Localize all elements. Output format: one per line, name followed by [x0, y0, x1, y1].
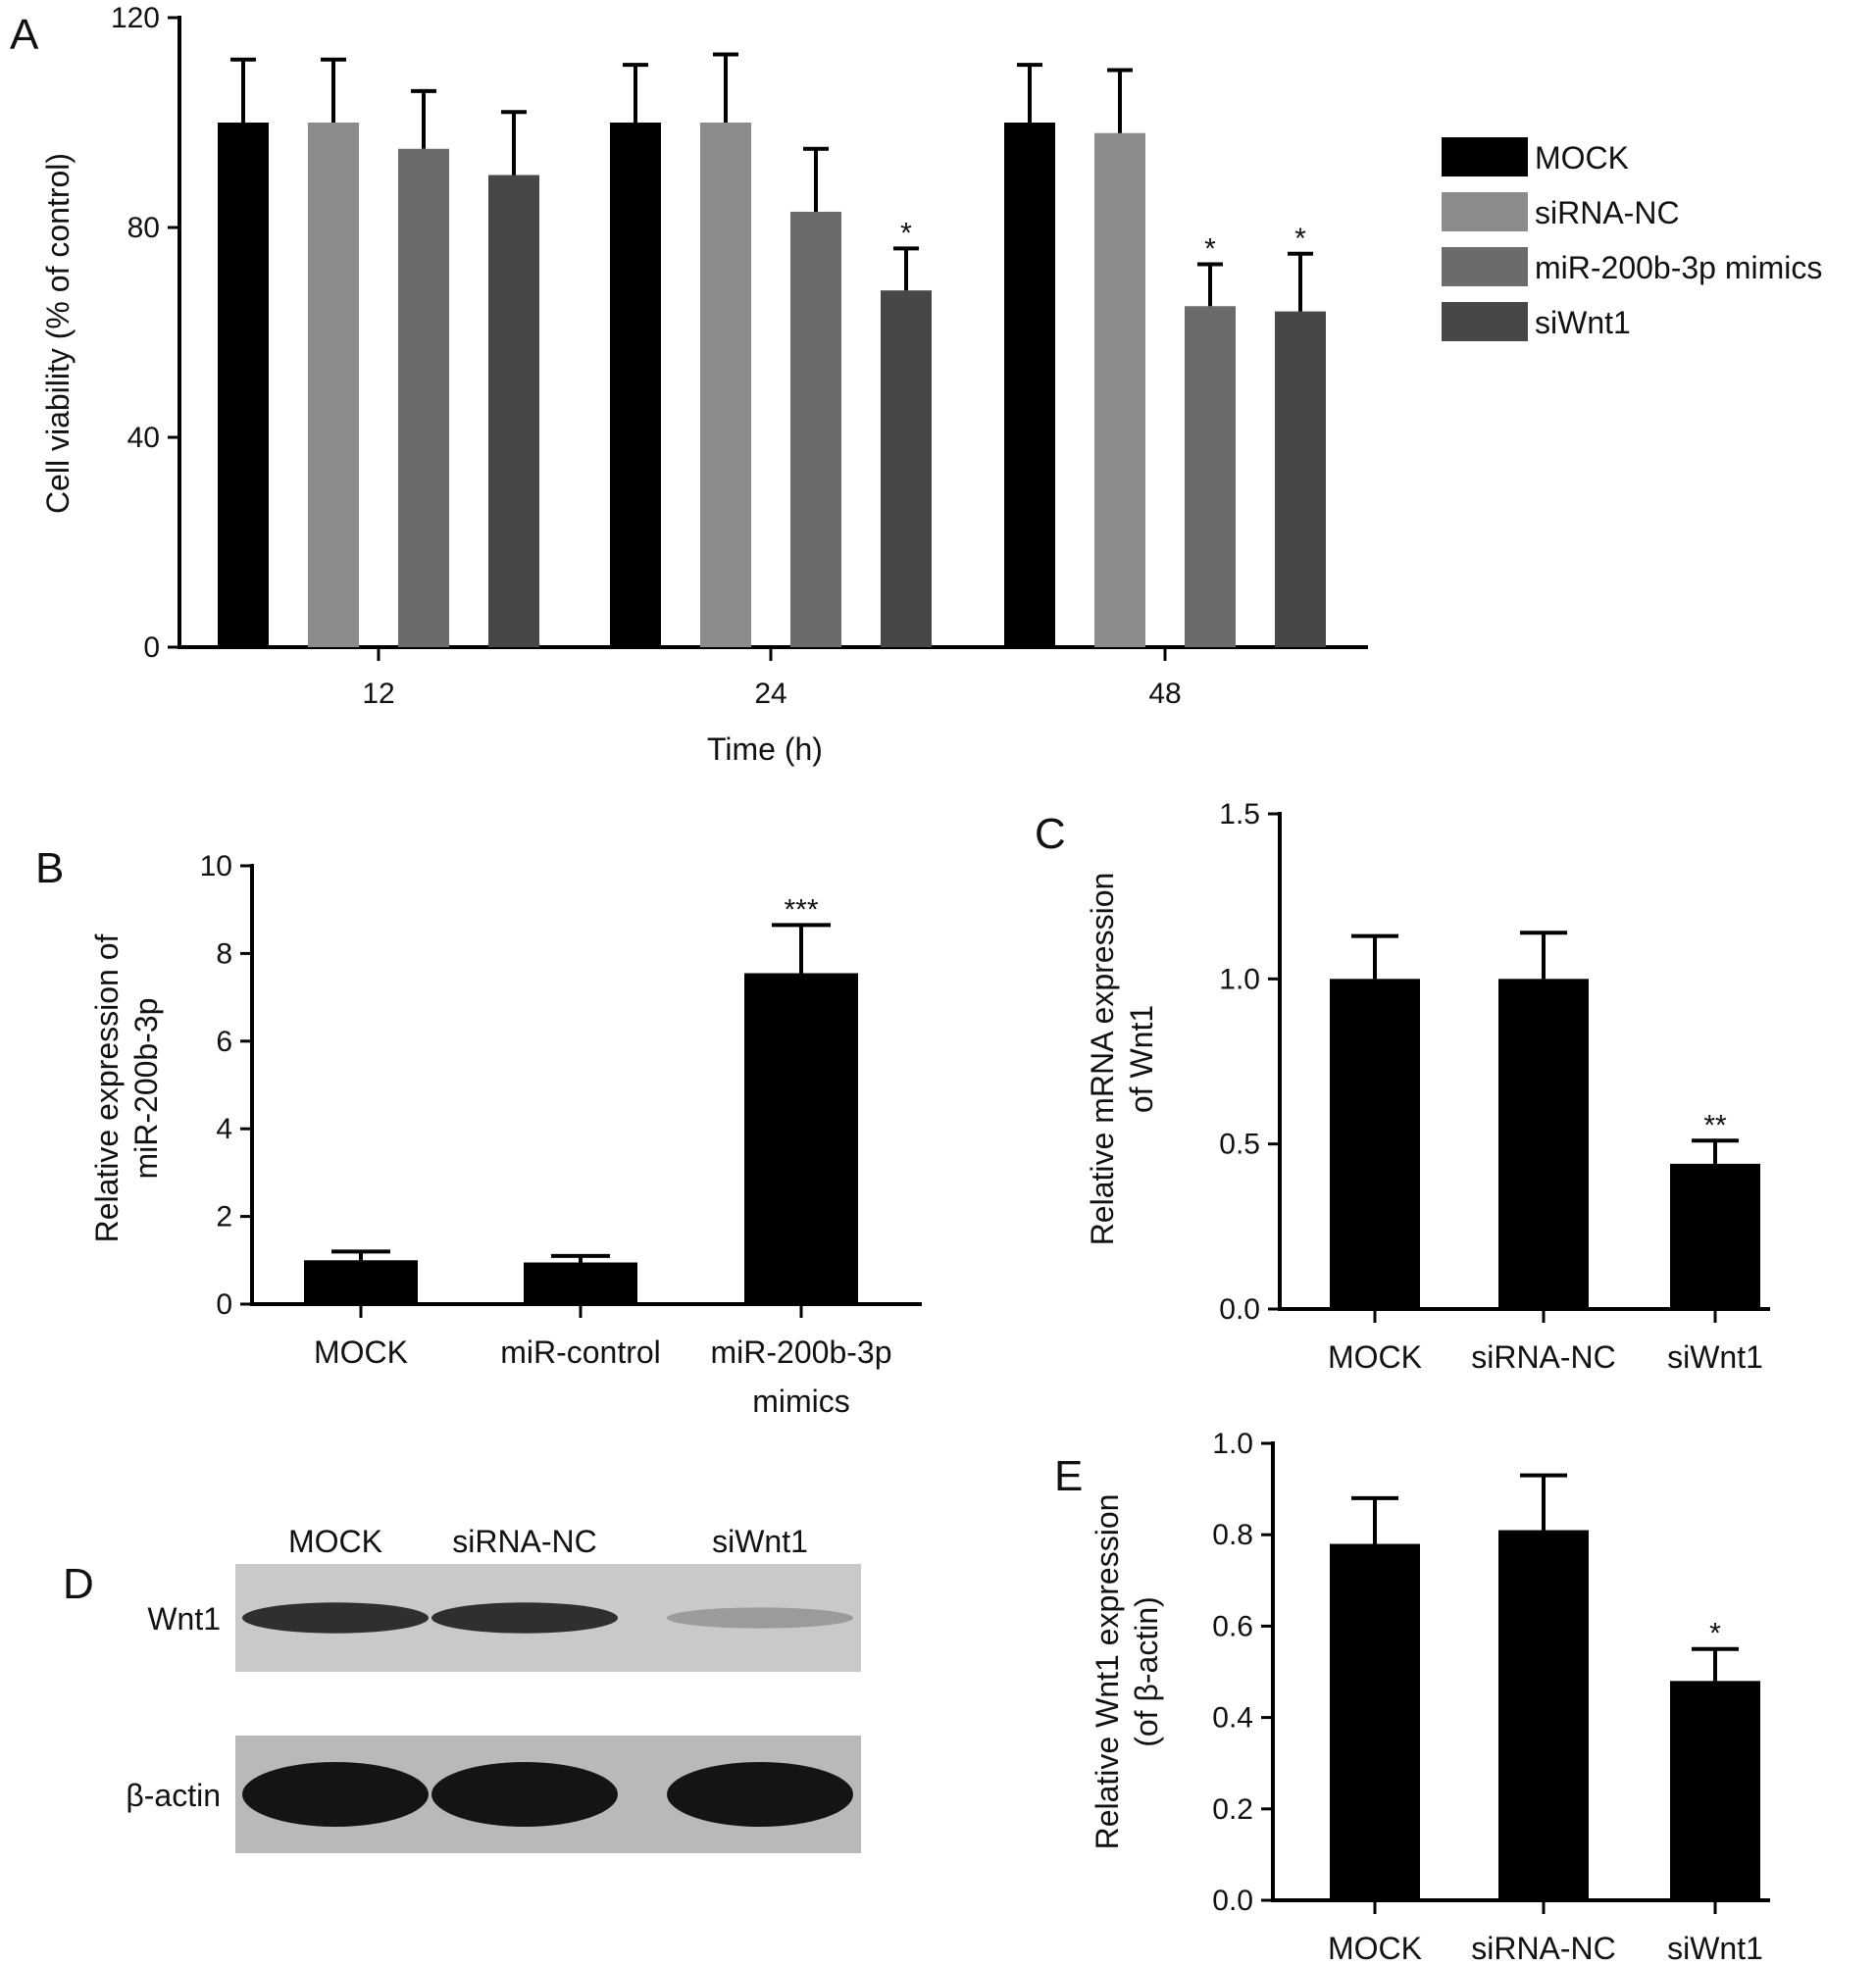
blot-band	[242, 1762, 429, 1827]
c-bar	[1330, 979, 1420, 1309]
c-y-axis-label: Relative mRNA expression	[1085, 873, 1120, 1246]
e-y-tick-label: 0.0	[1212, 1885, 1253, 1917]
a-legend-label: siRNA-NC	[1535, 195, 1680, 230]
a-x-tick-label: 24	[754, 678, 786, 710]
blot-row-label: Wnt1	[147, 1601, 221, 1637]
a-y-tick-label: 0	[143, 631, 160, 664]
blot-band	[242, 1602, 429, 1634]
blot-row-label: β-actin	[126, 1778, 221, 1813]
a-bar	[488, 175, 539, 647]
blot-lane-label: siRNA-NC	[452, 1524, 597, 1559]
a-bar	[218, 123, 269, 647]
b-y-tick-label: 8	[216, 937, 232, 970]
a-bar	[308, 123, 359, 647]
b-significance-label: ***	[784, 893, 818, 926]
blot-band	[667, 1607, 853, 1629]
c-y-tick-label: 0.5	[1219, 1129, 1260, 1161]
e-x-tick-label: MOCK	[1328, 1931, 1422, 1965]
c-y-tick-label: 0.0	[1219, 1293, 1260, 1326]
b-x-tick-label: mimics	[752, 1384, 850, 1419]
chart-c-wnt1-mrna: 0.0 0.5 1.0 1.5 MOCK siRNA-NC siWnt1 ** Relative…	[1085, 798, 1770, 1375]
e-significance-label: *	[1709, 1618, 1721, 1650]
a-bar	[1275, 311, 1326, 647]
a-x-axis-label: Time (h)	[707, 731, 823, 767]
panel-letter-b: B	[35, 844, 64, 892]
e-x-tick-label: siWnt1	[1667, 1931, 1763, 1965]
b-y-tick-label: 4	[216, 1113, 232, 1145]
a-significance-label: *	[1204, 232, 1216, 265]
e-bar	[1670, 1681, 1760, 1900]
b-bar	[744, 973, 858, 1304]
a-y-tick-label: 40	[127, 422, 160, 454]
a-legend-swatch	[1442, 302, 1528, 341]
b-y-axis-label: Relative expression of	[89, 933, 125, 1242]
e-y-tick-label: 0.6	[1212, 1610, 1253, 1642]
e-y-tick-label: 0.8	[1212, 1519, 1253, 1551]
a-bar	[1094, 132, 1145, 647]
b-y-tick-label: 6	[216, 1026, 232, 1058]
a-significance-label: *	[1294, 223, 1306, 255]
c-significance-label: **	[1703, 1109, 1727, 1141]
e-y-axis-label: Relative Wnt1 expression	[1090, 1494, 1125, 1850]
blot-lane-label: MOCK	[288, 1524, 382, 1559]
c-bar	[1670, 1163, 1760, 1309]
e-x-tick-label: siRNA-NC	[1471, 1931, 1616, 1965]
a-x-tick-label: 12	[362, 678, 394, 710]
c-y-tick-label: 1.0	[1219, 963, 1260, 995]
e-bar	[1498, 1530, 1589, 1900]
c-x-tick-label: siWnt1	[1667, 1339, 1763, 1375]
e-y-tick-label: 0.4	[1212, 1702, 1253, 1735]
a-legend-swatch	[1442, 137, 1528, 176]
a-legend-label: MOCK	[1535, 140, 1629, 176]
c-bar	[1498, 979, 1589, 1309]
e-y-axis-label: (of β-actin)	[1129, 1596, 1164, 1747]
a-bar	[790, 211, 841, 647]
b-x-tick-label: miR-control	[500, 1335, 661, 1370]
a-bar	[610, 123, 661, 647]
b-y-tick-label: 2	[216, 1201, 232, 1234]
c-x-tick-label: siRNA-NC	[1471, 1339, 1616, 1375]
blot-band	[667, 1762, 853, 1827]
panel-letter-a: A	[10, 11, 39, 59]
blot-band	[431, 1762, 618, 1827]
a-y-tick-label: 120	[111, 2, 160, 34]
a-legend-label: siWnt1	[1535, 305, 1631, 340]
b-x-tick-label: MOCK	[314, 1335, 408, 1370]
blot-lane-label: siWnt1	[712, 1524, 808, 1559]
e-bar	[1330, 1543, 1420, 1900]
e-y-tick-label: 1.0	[1212, 1428, 1253, 1460]
a-legend-swatch	[1442, 247, 1528, 286]
a-y-axis-label: Cell viability (% of control)	[40, 153, 76, 514]
c-y-tick-label: 1.5	[1219, 798, 1260, 831]
chart-b-mir-expression: 0 2 4 6 8 10 MOCK miR-control miR-200b-3p mimics *…	[89, 850, 922, 1419]
panel-letter-c: C	[1035, 810, 1066, 858]
western-blot: MOCK siRNA-NC siWnt1 Wnt1 β-actin	[126, 1524, 861, 1853]
c-x-tick-label: MOCK	[1328, 1339, 1422, 1375]
panel-letter-e: E	[1054, 1452, 1083, 1500]
blot-band	[431, 1602, 618, 1634]
b-y-tick-label: 10	[200, 850, 232, 882]
e-y-tick-label: 0.2	[1212, 1793, 1253, 1826]
a-legend-label: miR-200b-3p mimics	[1535, 250, 1822, 285]
c-y-axis-label: of Wnt1	[1124, 1005, 1159, 1113]
a-significance-label: *	[900, 217, 912, 249]
b-bar	[304, 1260, 418, 1304]
b-y-tick-label: 0	[216, 1288, 232, 1321]
chart-e-wnt1-protein: 0.0 0.2 0.4 0.6 0.8 1.0 MOCK siRNA-NC siWnt1 * Rel…	[1090, 1428, 1770, 1965]
a-y-tick-label: 80	[127, 212, 160, 244]
b-y-axis-label: miR-200b-3p	[128, 998, 164, 1180]
b-x-tick-label: miR-200b-3p	[711, 1335, 892, 1370]
a-x-tick-label: 48	[1148, 678, 1181, 710]
a-bar	[398, 148, 449, 647]
chart-a-cell-viability: 0 40 80 120 12 24 * 48 * * Time (h) Cell viability …	[40, 2, 1822, 767]
a-bar	[1004, 123, 1055, 647]
a-bar	[881, 290, 932, 647]
a-bar	[1185, 306, 1236, 647]
b-bar	[524, 1262, 637, 1304]
a-bar	[700, 123, 751, 647]
panel-letter-d: D	[63, 1560, 94, 1608]
a-legend-swatch	[1442, 192, 1528, 231]
